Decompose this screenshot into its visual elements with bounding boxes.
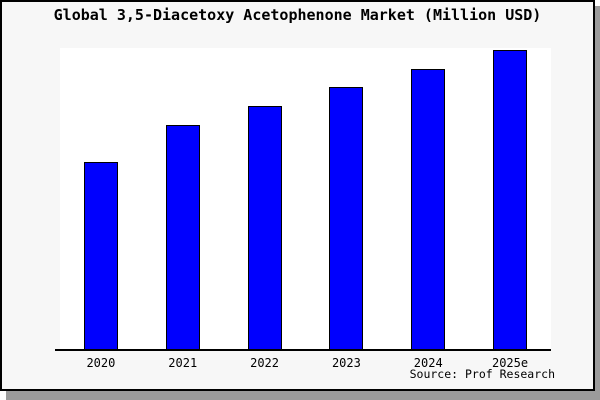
bar-2021 — [165, 125, 200, 350]
x-axis-labels: 2020 2021 2022 2023 2024 2025e — [60, 356, 551, 370]
x-axis-line — [55, 349, 551, 351]
source-caption: Source: Prof Research — [409, 367, 555, 381]
x-axis-label-2025e: 2025e — [491, 356, 529, 370]
x-axis-label-2020: 2020 — [86, 356, 116, 370]
bar-slot-2025e — [469, 48, 551, 350]
bar-slot-2020 — [60, 48, 142, 350]
chart-title: Global 3,5-Diacetoxy Acetophenone Market… — [53, 6, 542, 24]
plot-area — [60, 48, 551, 350]
x-axis-label-2021: 2021 — [168, 356, 198, 370]
bar-slot-2023 — [305, 48, 387, 350]
bar-2022 — [247, 105, 282, 350]
x-axis-label-2022: 2022 — [250, 356, 280, 370]
bar-2025e — [493, 50, 528, 350]
drop-shadow-right-icon — [595, 6, 600, 400]
bar-slot-2021 — [142, 48, 224, 350]
bar-2023 — [329, 86, 364, 350]
bar-slot-2022 — [224, 48, 306, 350]
x-axis-label-2024: 2024 — [413, 356, 443, 370]
bar-2024 — [411, 69, 446, 350]
x-axis-label-2023: 2023 — [331, 356, 361, 370]
bar-slot-2024 — [387, 48, 469, 350]
bar-2020 — [83, 161, 118, 350]
drop-shadow-bottom-icon — [6, 391, 600, 400]
